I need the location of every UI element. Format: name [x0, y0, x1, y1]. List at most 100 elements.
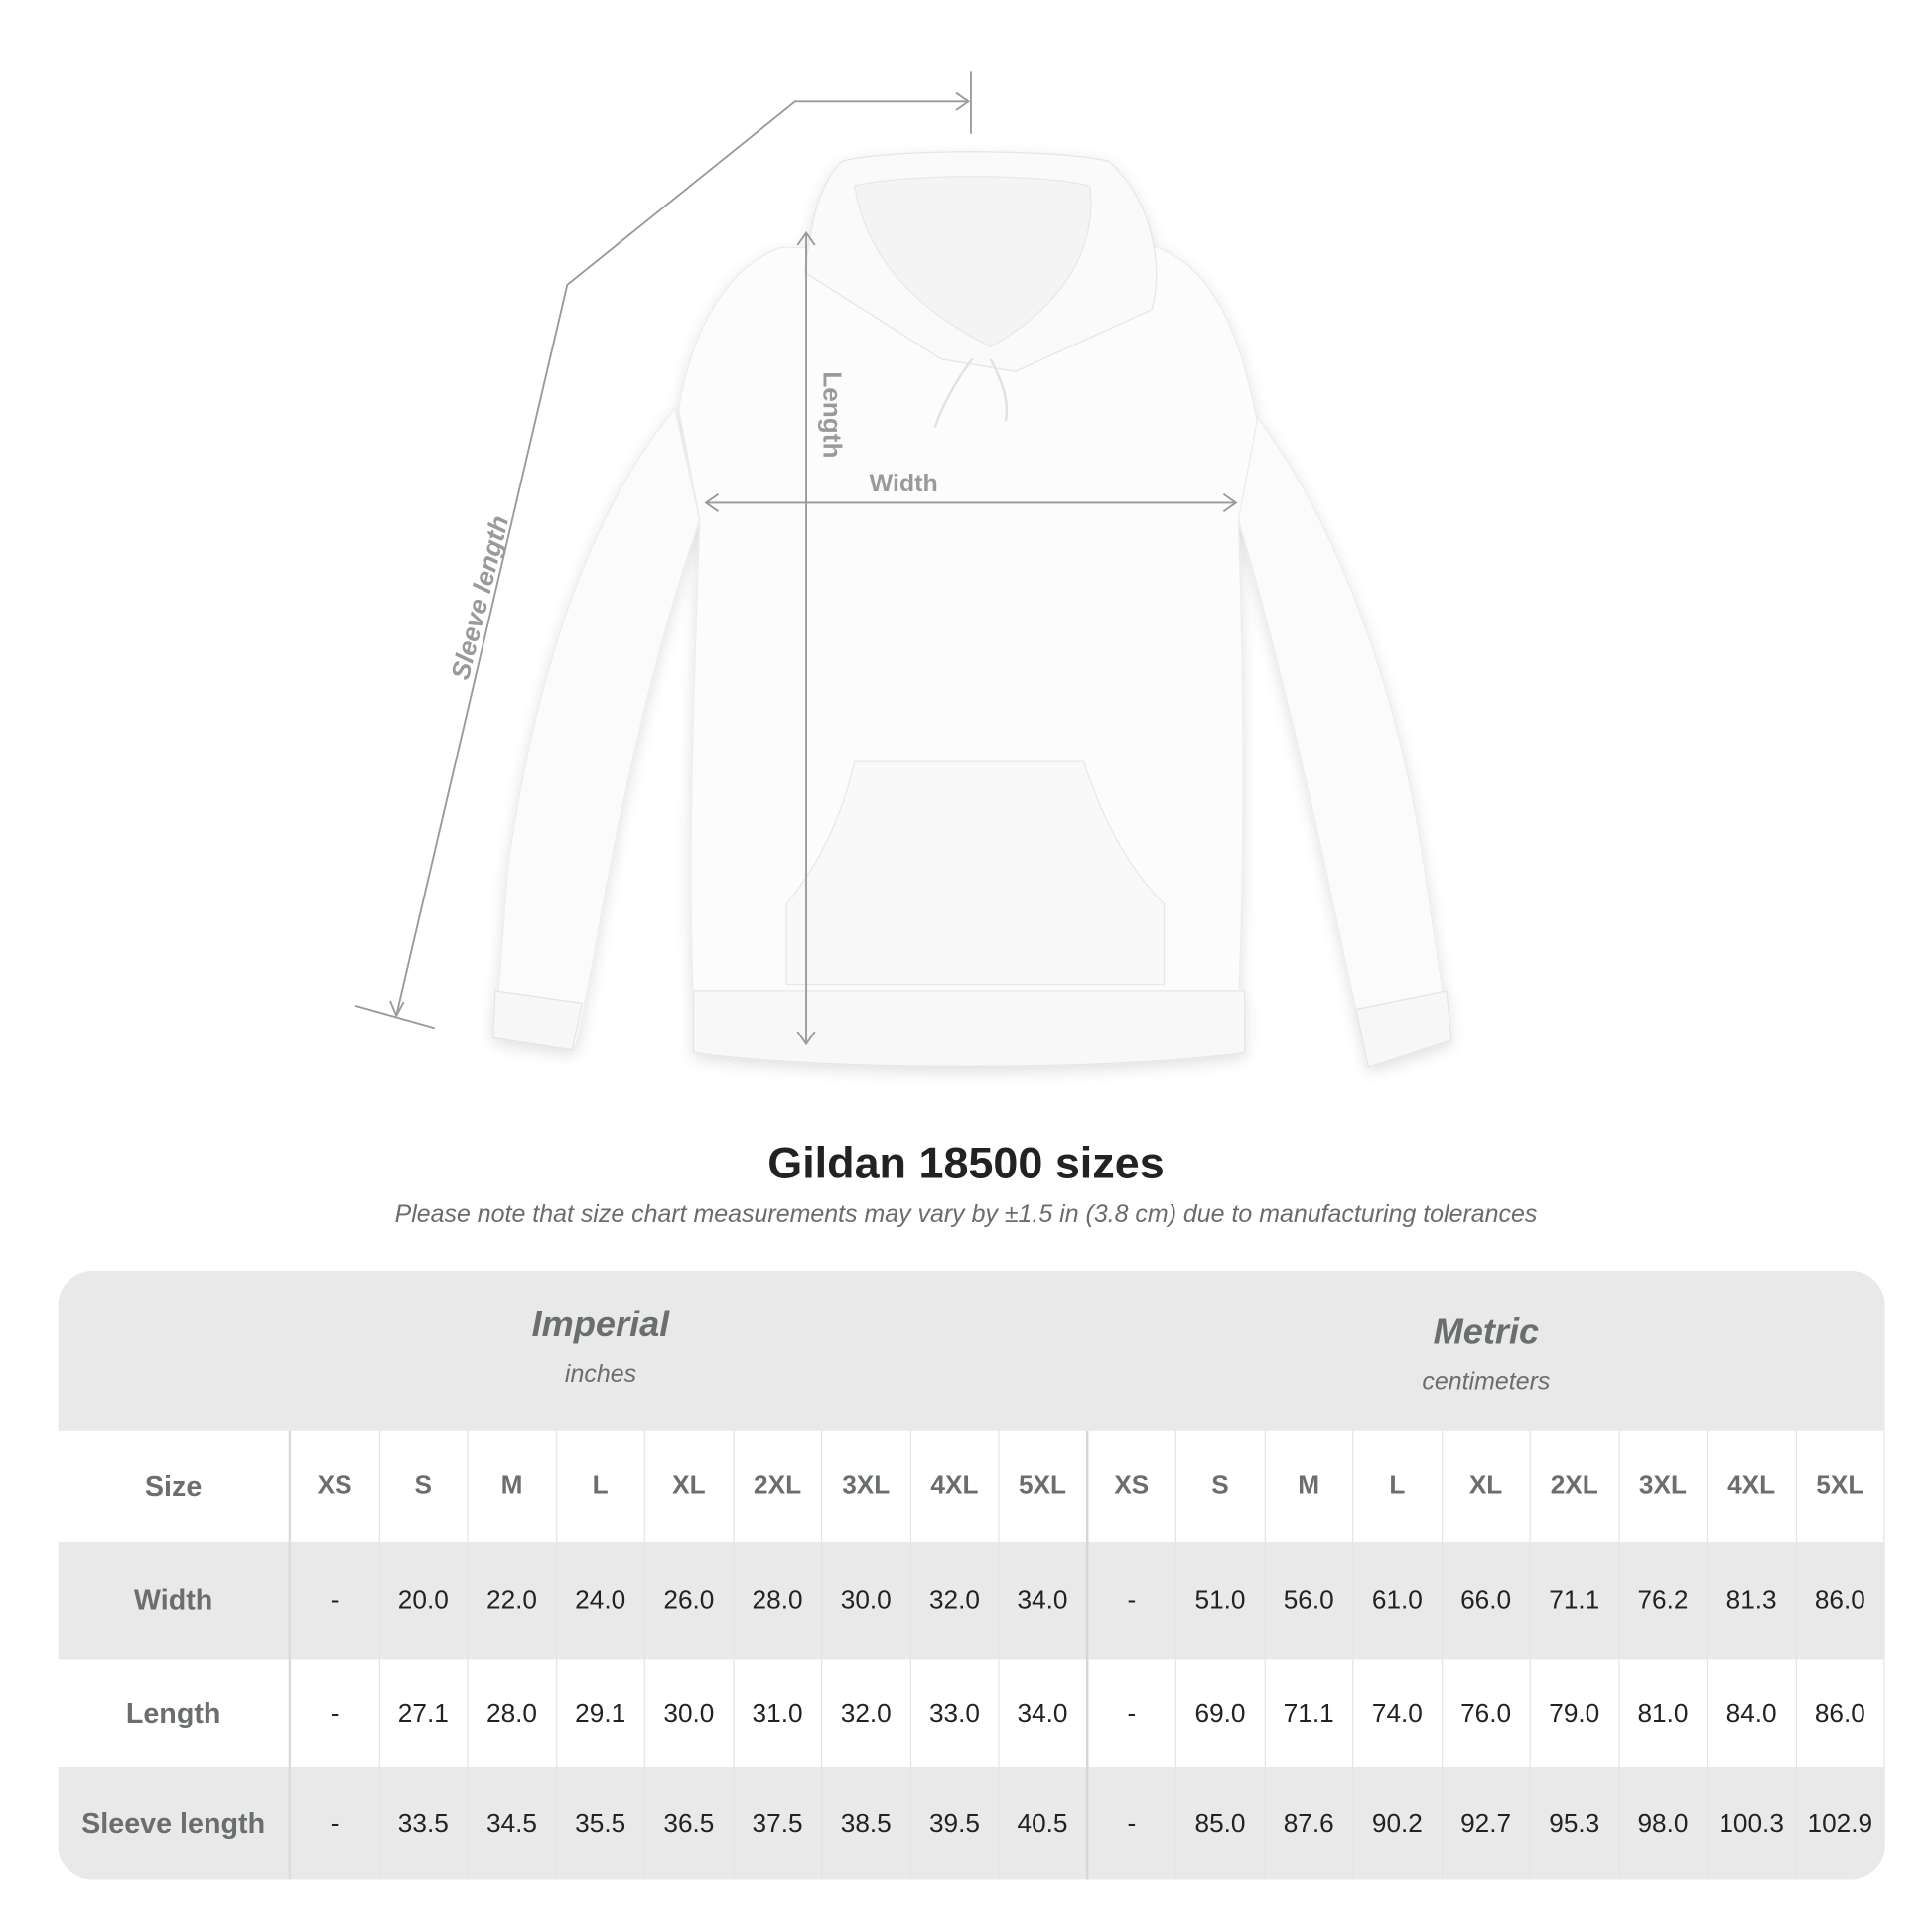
cell-metric: 84.0 — [1708, 1659, 1797, 1768]
cell-metric: 74.0 — [1353, 1659, 1443, 1768]
size-header-metric: 3XL — [1619, 1430, 1709, 1543]
row-label: Sleeve length — [59, 1767, 292, 1880]
row-label: Length — [59, 1659, 292, 1768]
cell-imperial: 34.0 — [1000, 1659, 1088, 1768]
width-label: Width — [870, 470, 938, 497]
cell-imperial: 30.0 — [645, 1659, 735, 1768]
size-header-imperial: S — [379, 1430, 469, 1543]
size-header-imperial: 5XL — [1000, 1430, 1088, 1543]
cell-imperial: 28.0 — [734, 1542, 823, 1660]
size-header-metric: XS — [1088, 1430, 1177, 1543]
sleeve-length-label: Sleeve length — [445, 512, 514, 682]
cell-imperial: 24.0 — [557, 1542, 645, 1660]
tolerance-note: Please note that size chart measurements… — [394, 1200, 1538, 1229]
size-header-imperial: L — [557, 1430, 645, 1543]
cell-metric: 61.0 — [1353, 1542, 1443, 1660]
size-header-imperial: 2XL — [734, 1430, 823, 1543]
cell-metric: 66.0 — [1443, 1542, 1531, 1660]
cell-imperial: 32.0 — [910, 1542, 1000, 1660]
size-header-metric: 2XL — [1531, 1430, 1619, 1543]
size-header-metric: 4XL — [1708, 1430, 1797, 1543]
imperial-unit: inches — [564, 1360, 637, 1389]
size-header-imperial: 4XL — [910, 1430, 1000, 1543]
size-table: Imperial inches Metric centimeters Size X… — [58, 1270, 1885, 1880]
cell-imperial: 30.0 — [822, 1542, 911, 1660]
size-header-metric: S — [1176, 1430, 1266, 1543]
cell-metric: 56.0 — [1265, 1542, 1354, 1660]
imperial-title: Imperial — [531, 1305, 670, 1345]
cell-imperial: 37.5 — [734, 1767, 823, 1880]
table-row: Length -27.1 28.0 29.1 30.0 31.0 32.0 33.0 34.0-… — [58, 1659, 1885, 1768]
cell-metric: - — [1088, 1542, 1177, 1660]
cell-metric: 86.0 — [1796, 1659, 1885, 1768]
table-row: Width -20.0 22.0 24.0 26.0 28.0 30.0 32.0 34.0-5… — [58, 1542, 1885, 1660]
cell-metric: 71.1 — [1531, 1542, 1619, 1660]
size-header-row: Size XS S M L XL 2XL 3XL 4XL 5XL XS S M L XL 2XL 3XL 4XL 5… — [58, 1430, 1885, 1543]
cell-metric: 92.7 — [1443, 1767, 1531, 1880]
cell-metric: 69.0 — [1176, 1659, 1266, 1768]
size-header-imperial: XL — [645, 1430, 735, 1543]
sleeve-arrow-top — [955, 91, 971, 111]
cell-metric: 81.3 — [1708, 1542, 1797, 1660]
cell-imperial: 33.0 — [910, 1659, 1000, 1768]
sleeve-arrow-bottom — [389, 1000, 405, 1019]
cell-imperial: 26.0 — [645, 1542, 735, 1660]
metric-title: Metric — [1433, 1312, 1540, 1353]
cell-imperial: 39.5 — [910, 1767, 1000, 1880]
cell-metric: - — [1088, 1659, 1177, 1768]
table-row: Sleeve length -33.5 34.5 35.5 36.5 37.5 38.5 39… — [58, 1767, 1885, 1880]
hoodie-diagram: Sleeve length Length Width — [354, 71, 1452, 1069]
cell-metric: 100.3 — [1708, 1767, 1797, 1880]
size-header-metric: 5XL — [1796, 1430, 1885, 1543]
size-label: Size — [59, 1430, 292, 1543]
cell-metric: - — [1088, 1767, 1177, 1880]
cell-imperial: 22.0 — [469, 1542, 557, 1660]
cell-imperial: 35.5 — [557, 1767, 645, 1880]
cell-imperial: 33.5 — [379, 1767, 469, 1880]
cell-imperial: 28.0 — [469, 1659, 557, 1768]
size-header-metric: M — [1265, 1430, 1354, 1543]
size-header-imperial: 3XL — [822, 1430, 911, 1543]
cell-metric: 85.0 — [1176, 1767, 1266, 1880]
cell-imperial: 31.0 — [734, 1659, 823, 1768]
cell-metric: 76.2 — [1619, 1542, 1709, 1660]
width-arrows — [704, 492, 1238, 512]
page-title: Gildan 18500 sizes — [767, 1137, 1165, 1188]
sleeve-tick-bottom — [354, 1004, 436, 1030]
cell-metric: 102.9 — [1796, 1767, 1885, 1880]
cell-imperial: 34.0 — [1000, 1542, 1088, 1660]
length-label: Length — [818, 371, 848, 458]
cell-imperial: - — [291, 1767, 380, 1880]
metric-header: Metric centimeters — [1087, 1312, 1884, 1397]
measurement-lines — [354, 71, 1238, 1046]
cell-metric: 90.2 — [1353, 1767, 1443, 1880]
cell-imperial: 34.5 — [469, 1767, 557, 1880]
cell-imperial: - — [291, 1659, 380, 1768]
cell-imperial: 32.0 — [822, 1659, 911, 1768]
cell-imperial: 36.5 — [645, 1767, 735, 1880]
imperial-header: Imperial inches — [291, 1306, 910, 1390]
hoodie-image — [491, 151, 1452, 1069]
size-header-metric: XL — [1443, 1430, 1531, 1543]
cell-imperial: 29.1 — [557, 1659, 645, 1768]
cell-imperial: 20.0 — [379, 1542, 469, 1660]
cell-imperial: 38.5 — [822, 1767, 911, 1880]
cell-imperial: 27.1 — [379, 1659, 469, 1768]
cell-metric: 95.3 — [1531, 1767, 1619, 1880]
sleeve-length-line — [395, 100, 969, 1017]
cell-metric: 79.0 — [1531, 1659, 1619, 1768]
metric-unit: centimeters — [1422, 1368, 1551, 1396]
cell-imperial: 40.5 — [1000, 1767, 1088, 1880]
length-arrows — [796, 230, 816, 1046]
size-header-metric: L — [1353, 1430, 1443, 1543]
size-header-imperial: XS — [291, 1430, 380, 1543]
cell-metric: 87.6 — [1265, 1767, 1354, 1880]
size-header-imperial: M — [469, 1430, 557, 1543]
cell-metric: 81.0 — [1619, 1659, 1709, 1768]
cell-metric: 71.1 — [1265, 1659, 1354, 1768]
cell-metric: 98.0 — [1619, 1767, 1709, 1880]
cell-metric: 86.0 — [1796, 1542, 1885, 1660]
cell-metric: 76.0 — [1443, 1659, 1531, 1768]
cell-metric: 51.0 — [1176, 1542, 1266, 1660]
row-label: Width — [59, 1542, 292, 1660]
